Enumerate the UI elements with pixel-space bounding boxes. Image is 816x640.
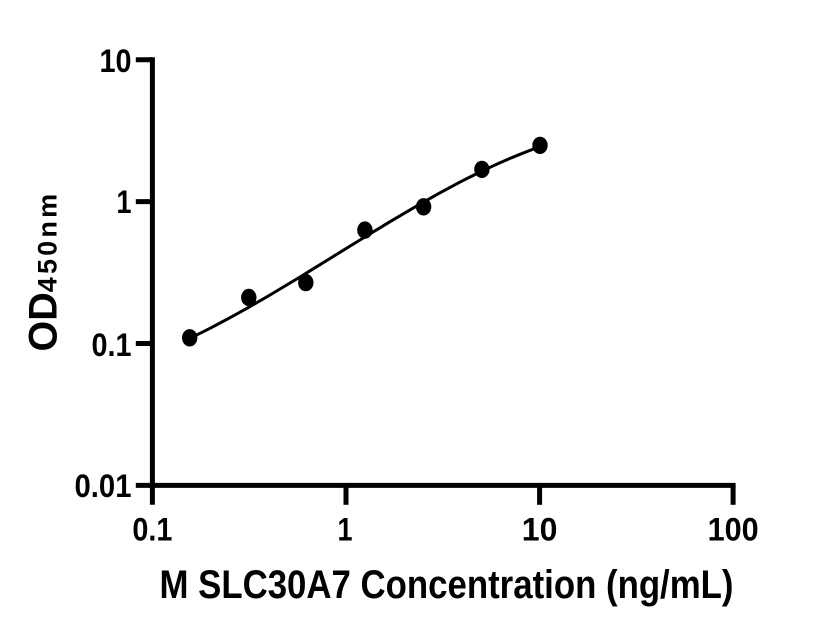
svg-text:OD450nm: OD450nm [22,191,66,352]
svg-text:10: 10 [100,43,132,79]
svg-text:10: 10 [522,512,558,548]
svg-text:0.1: 0.1 [92,327,132,363]
svg-text:1: 1 [338,512,353,548]
svg-text:M SLC30A7 Concentration (ng/mL: M SLC30A7 Concentration (ng/mL) [160,563,734,607]
svg-text:100: 100 [708,512,759,548]
svg-text:1: 1 [117,184,132,220]
svg-text:0.1: 0.1 [132,512,172,548]
svg-text:0.01: 0.01 [75,468,132,504]
